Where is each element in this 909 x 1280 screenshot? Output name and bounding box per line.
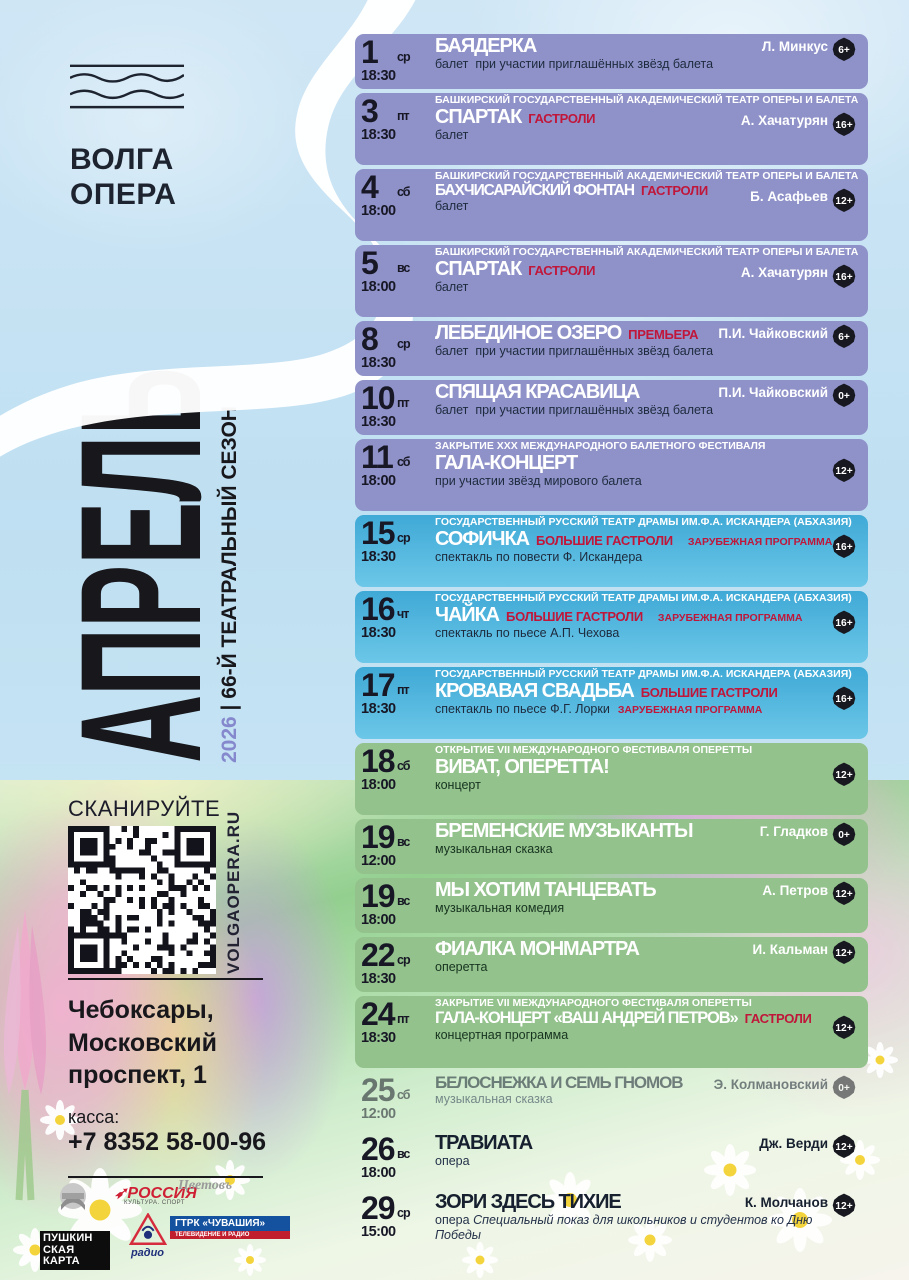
svg-text:12+: 12+ [835,770,852,781]
svg-text:16+: 16+ [835,618,852,629]
svg-text:12+: 12+ [835,1023,852,1034]
svg-text:12+: 12+ [835,466,852,477]
svg-text:12+: 12+ [835,889,852,900]
svg-text:0+: 0+ [838,1083,850,1094]
svg-text:6+: 6+ [838,332,850,343]
svg-text:12+: 12+ [835,196,852,207]
svg-text:16+: 16+ [835,120,852,131]
svg-text:16+: 16+ [835,694,852,705]
svg-text:12+: 12+ [835,1201,852,1212]
svg-text:12+: 12+ [835,1142,852,1153]
svg-text:16+: 16+ [835,272,852,283]
svg-text:6+: 6+ [838,45,850,56]
svg-text:12+: 12+ [835,948,852,959]
svg-text:16+: 16+ [835,542,852,553]
svg-text:0+: 0+ [838,391,850,402]
svg-text:0+: 0+ [838,830,850,841]
